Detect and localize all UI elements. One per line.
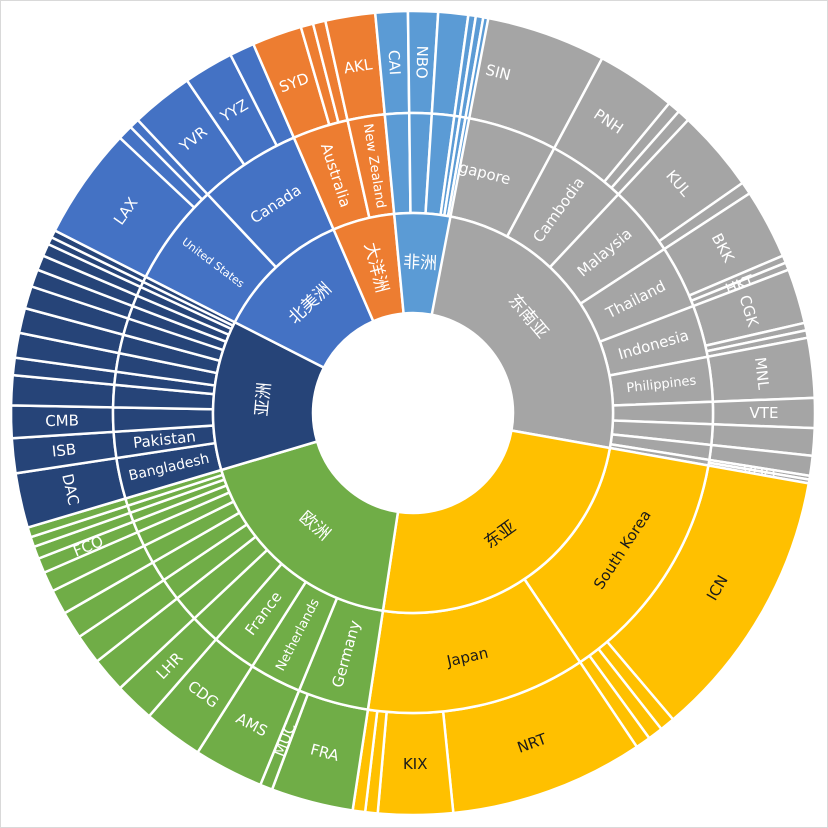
segment-label-非洲: 非洲 xyxy=(403,252,438,274)
sunburst-segment-l1[interactable] xyxy=(381,429,612,615)
segment-label-kix: KIX xyxy=(403,755,428,773)
segment-label-cai: CAI xyxy=(385,49,404,75)
segment-label-mnl: MNL xyxy=(751,356,773,391)
segment-label-vte: VTE xyxy=(750,404,779,422)
sunburst-segment-l1[interactable] xyxy=(411,211,615,450)
sunburst-segment-l1[interactable] xyxy=(219,439,400,613)
segment-label-nbo: NBO xyxy=(412,45,431,79)
sunburst-segment-l1[interactable] xyxy=(392,211,452,317)
segment-label-isb: ISB xyxy=(51,440,77,460)
segment-label-akl: AKL xyxy=(343,55,375,77)
segment-label-sin: SIN xyxy=(484,61,513,85)
segment-label-亚洲: 亚洲 xyxy=(252,382,275,418)
segment-label-cmb: CMB xyxy=(45,411,79,430)
